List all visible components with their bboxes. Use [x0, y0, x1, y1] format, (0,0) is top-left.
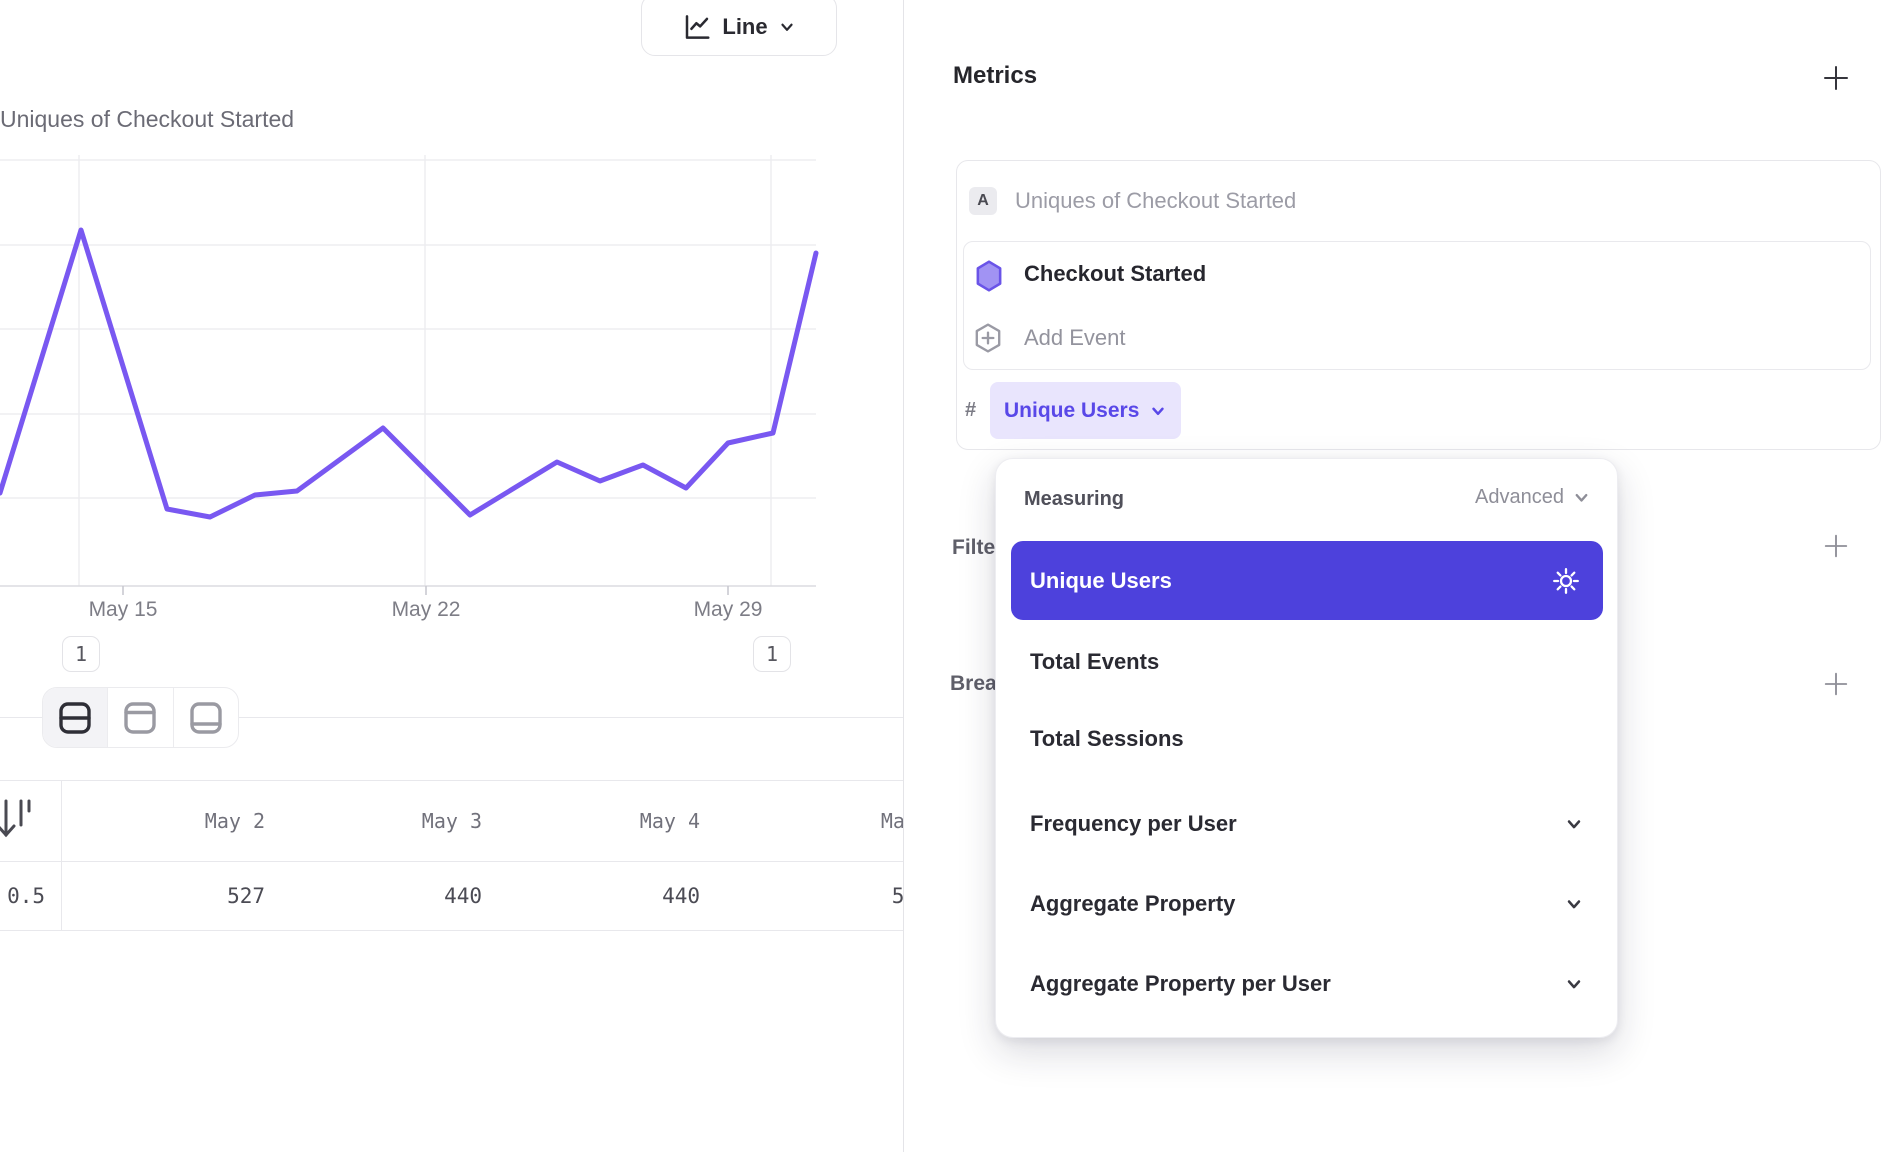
settings-gear-icon[interactable] — [1551, 566, 1581, 596]
left-page-badge[interactable]: 1 — [62, 636, 100, 672]
selected-option-label: Unique Users — [1030, 567, 1172, 593]
menu-item-frequency-per-user[interactable]: Frequency per User — [996, 804, 1617, 844]
add-filter-button[interactable] — [1821, 531, 1851, 561]
x-axis-label: May 15 — [88, 598, 158, 621]
chart-panel: Line Uniques of Checkout Started May 15 … — [0, 0, 903, 1152]
menu-item-label: Frequency per User — [1030, 811, 1237, 836]
table-cell: 440 — [662, 883, 700, 908]
add-event-button[interactable]: Add Event — [964, 306, 1870, 370]
chevron-down-icon — [1564, 894, 1584, 914]
table-header-cell[interactable]: May 2 — [204, 808, 265, 833]
measuring-dropdown-menu: Measuring Advanced Unique Users — [995, 458, 1618, 1038]
horizontal-gridlines — [0, 159, 816, 499]
plus-icon — [1824, 672, 1848, 696]
menu-item-label: Total Sessions — [1030, 726, 1184, 751]
menu-item-total-sessions[interactable]: Total Sessions — [996, 719, 1617, 759]
metric-card: A Uniques of Checkout Started Checkout S… — [956, 160, 1881, 450]
chevron-down-icon — [1564, 974, 1584, 994]
menu-item-unique-users-selected[interactable]: Unique Users — [1011, 541, 1603, 620]
layout-split-button[interactable] — [43, 688, 109, 747]
chart-title: Uniques of Checkout Started — [0, 106, 295, 132]
vertical-gridlines — [78, 155, 772, 586]
measurement-chip-label: Unique Users — [1004, 398, 1140, 422]
line-chart-icon — [682, 12, 712, 42]
menu-item-label: Aggregate Property per User — [1030, 971, 1331, 996]
chart-type-label: Line — [722, 14, 768, 39]
advanced-toggle[interactable]: Advanced — [1475, 486, 1591, 509]
layout-table-only-button[interactable] — [174, 688, 238, 747]
measurement-dropdown-chip[interactable]: Unique Users — [990, 382, 1182, 439]
table-header-cell[interactable]: May — [880, 808, 903, 833]
layout-bottom-bar-icon — [188, 700, 224, 736]
measuring-label: Measuring — [1024, 488, 1125, 510]
sort-descending-icon[interactable] — [0, 797, 34, 841]
event-name: Checkout Started — [1024, 261, 1207, 286]
table-cell: 440 — [444, 883, 482, 908]
line-chart — [0, 155, 819, 595]
x-axis-ticks — [122, 586, 729, 595]
event-hexagon-icon — [973, 259, 1005, 293]
menu-item-total-events[interactable]: Total Events — [996, 642, 1617, 682]
add-metric-button[interactable] — [1821, 63, 1851, 93]
layout-toggle-group — [42, 687, 239, 748]
plus-icon — [1824, 66, 1848, 90]
menu-item-aggregate-property[interactable]: Aggregate Property — [996, 884, 1617, 924]
add-event-hexagon-plus-icon — [972, 322, 1004, 354]
plus-icon — [1824, 534, 1848, 558]
series-letter-badge: A — [969, 187, 997, 215]
layout-split-icon — [57, 700, 93, 736]
metrics-header: Metrics — [953, 62, 1038, 89]
chart-type-button[interactable]: Line — [641, 0, 837, 56]
menu-item-label: Total Events — [1030, 649, 1160, 674]
event-card: Checkout Started Add Event — [963, 241, 1871, 370]
table-header-cell[interactable]: May 3 — [421, 808, 482, 833]
table-summary-cell: 0.5 — [7, 883, 45, 908]
metrics-panel: Metrics A Uniques of Checkout Started Ch… — [903, 0, 1898, 1152]
chevron-down-icon — [1572, 488, 1591, 507]
x-axis-label: May 29 — [693, 598, 763, 621]
measurement-hash-symbol: # — [965, 399, 977, 421]
add-breakdown-button[interactable] — [1821, 669, 1851, 699]
table-cell: 51 — [891, 883, 903, 908]
layout-chart-only-button[interactable] — [108, 688, 174, 747]
right-page-badge[interactable]: 1 — [753, 636, 791, 672]
chevron-down-icon — [1564, 814, 1584, 834]
x-axis-label: May 22 — [391, 598, 461, 621]
table-cell: 527 — [227, 883, 265, 908]
menu-item-label: Aggregate Property — [1030, 891, 1236, 916]
chevron-down-icon — [1149, 402, 1167, 420]
add-event-label: Add Event — [1024, 325, 1126, 350]
series-title: Uniques of Checkout Started — [1015, 188, 1297, 213]
menu-item-aggregate-property-per-user[interactable]: Aggregate Property per User — [996, 964, 1617, 1004]
advanced-label: Advanced — [1475, 486, 1564, 508]
trend-line[interactable] — [0, 227, 819, 520]
chevron-down-icon — [778, 18, 796, 36]
layout-top-bar-icon — [122, 700, 158, 736]
panel-divider — [0, 717, 903, 718]
table-header-cell[interactable]: May 4 — [639, 808, 700, 833]
event-row[interactable]: Checkout Started — [964, 242, 1870, 306]
